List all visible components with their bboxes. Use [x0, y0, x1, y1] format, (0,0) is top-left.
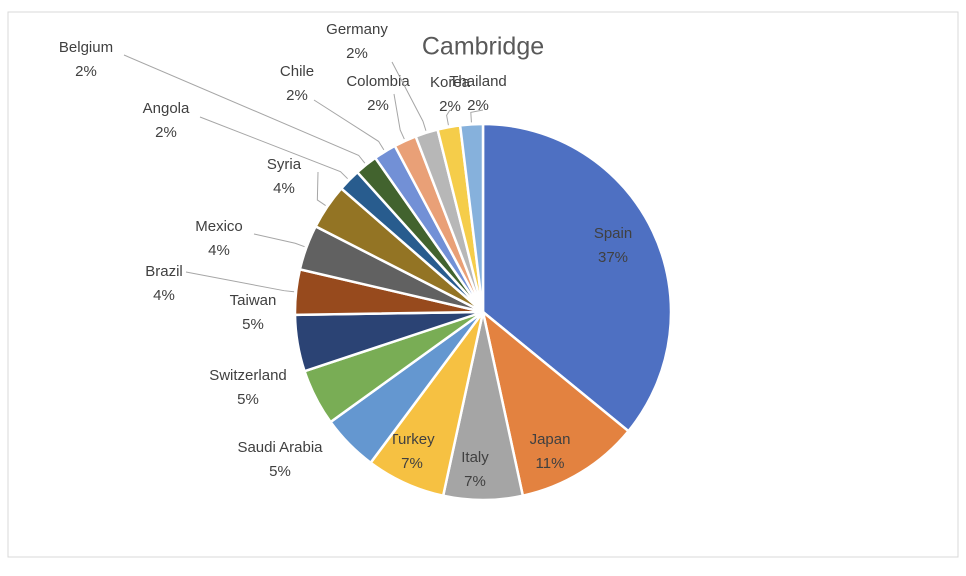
slice-label: Angola	[143, 100, 190, 117]
value-label: 4%	[273, 180, 295, 197]
leader-line	[446, 109, 451, 126]
pie-slice	[458, 122, 485, 313]
leader-line	[393, 93, 405, 140]
value-label: 37%	[598, 249, 628, 266]
value-label: 2%	[467, 97, 489, 114]
slice-label: Belgium	[59, 39, 113, 56]
chart-title: Cambridge	[422, 33, 544, 61]
leader-line	[253, 233, 305, 248]
value-label: 7%	[464, 473, 486, 490]
value-label: 2%	[346, 45, 368, 62]
slice-label: Italy	[461, 449, 489, 466]
value-label: 4%	[208, 242, 230, 259]
value-label: 5%	[237, 391, 259, 408]
value-label: 2%	[367, 97, 389, 114]
value-label: 5%	[242, 316, 264, 333]
value-label: 2%	[155, 124, 177, 141]
leader-line	[391, 61, 427, 131]
value-label: 2%	[439, 98, 461, 115]
slice-label: Korea	[430, 74, 471, 91]
slice-label: Chile	[280, 63, 314, 80]
value-label: 5%	[269, 463, 291, 480]
leader-line	[470, 109, 484, 123]
value-label: 2%	[286, 87, 308, 104]
pie-slice	[481, 122, 673, 433]
slice-label: Saudi Arabia	[237, 439, 323, 456]
leader-line	[199, 116, 348, 180]
leader-line	[123, 54, 366, 164]
slice-label: Switzerland	[209, 367, 287, 384]
slice-label: Japan	[530, 431, 571, 448]
slice-label: Brazil	[145, 263, 183, 280]
value-label: 2%	[75, 63, 97, 80]
value-label: 11%	[536, 455, 565, 472]
value-label: 7%	[401, 455, 423, 472]
slice-label: Syria	[267, 156, 302, 173]
slice-label: Taiwan	[230, 292, 277, 309]
slice-label: Thailand	[449, 73, 507, 90]
pie-slice	[481, 308, 631, 498]
leader-line	[316, 171, 326, 206]
slice-label: Mexico	[195, 218, 243, 235]
slice-label: Turkey	[389, 431, 435, 448]
slice-label: Colombia	[346, 73, 410, 90]
leader-line	[185, 271, 295, 293]
slice-label: Spain	[594, 225, 632, 242]
slice-label: Germany	[326, 21, 388, 38]
leader-line	[313, 99, 385, 151]
value-label: 4%	[153, 287, 175, 304]
